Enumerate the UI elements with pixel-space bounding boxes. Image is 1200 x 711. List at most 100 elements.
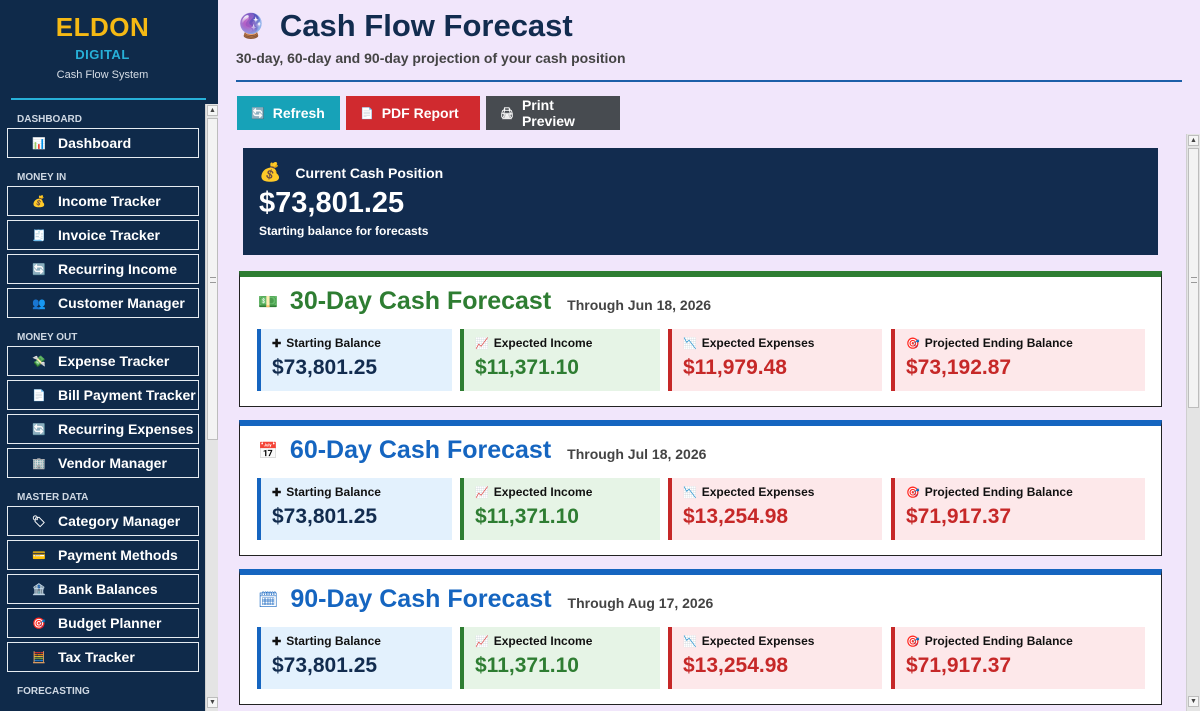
sidebar-item-bank-balances[interactable]: 🏦 Bank Balances xyxy=(7,574,199,604)
sidebar-nav: DASHBOARD 📊 Dashboard MONEY IN 💰 Income … xyxy=(0,104,205,711)
refresh-icon: 🔄 xyxy=(32,423,46,436)
metric-value: $13,254.98 xyxy=(683,654,789,677)
nav-section-money-in: MONEY IN xyxy=(17,172,67,183)
plus-icon: ✚ xyxy=(272,486,282,499)
print-preview-button[interactable]: 🖨 Print Preview xyxy=(486,96,620,130)
sidebar-item-tax-tracker[interactable]: 🧮 Tax Tracker xyxy=(7,642,199,672)
tag-icon: 🏷 xyxy=(32,515,46,528)
metric-expected-income: 📈 Expected Income $11,371.10 xyxy=(460,627,660,689)
sidebar-item-customer-manager[interactable]: 👥 Customer Manager xyxy=(7,288,199,318)
sidebar-scrollbar[interactable]: ▲ ▼ xyxy=(205,104,218,711)
metric-projected-ending: 🎯 Projected Ending Balance $71,917.37 xyxy=(891,627,1145,689)
sidebar-item-label: Category Manager xyxy=(58,513,181,529)
grip-icon xyxy=(210,277,216,283)
money-bag-icon: 💰 xyxy=(259,162,282,182)
metric-label-text: Projected Ending Balance xyxy=(924,336,1073,350)
trend-down-icon: 📉 xyxy=(683,486,697,499)
page-header: 🔮 Cash Flow Forecast 30-day, 60-day and … xyxy=(236,0,1182,82)
metric-value: $11,371.10 xyxy=(475,654,579,677)
cash-icon: 💵 xyxy=(258,293,278,311)
metric-value: $73,192.87 xyxy=(906,356,1012,379)
sidebar-item-dashboard[interactable]: 📊 Dashboard xyxy=(7,128,199,158)
sidebar-item-category-manager[interactable]: 🏷 Category Manager xyxy=(7,506,199,536)
calculator-icon: 🧮 xyxy=(32,651,46,664)
brand: ELDON DIGITAL Cash Flow System xyxy=(0,0,205,100)
pdf-report-label: PDF Report xyxy=(381,105,459,121)
metric-value: $11,979.48 xyxy=(683,356,787,379)
sidebar-item-expense-tracker[interactable]: 💸 Expense Tracker xyxy=(7,346,199,376)
forecast-title: 30-Day Cash Forecast xyxy=(289,287,552,315)
forecast-header: 💵 30-Day Cash Forecast Through Jun 18, 2… xyxy=(258,287,711,316)
metric-label-text: Projected Ending Balance xyxy=(924,485,1073,499)
sidebar-item-label: Vendor Manager xyxy=(58,455,167,471)
receipt-icon: 🧾 xyxy=(32,229,46,242)
metric-label: 📉 Expected Expenses xyxy=(683,634,882,648)
metric-value: $13,254.98 xyxy=(683,505,789,528)
sidebar-item-budget-planner[interactable]: 🎯 Budget Planner xyxy=(7,608,199,638)
print-preview-label: Print Preview xyxy=(521,97,575,129)
plus-icon: ✚ xyxy=(272,337,282,350)
sidebar-item-recurring-expenses[interactable]: 🔄 Recurring Expenses xyxy=(7,414,199,444)
pdf-report-button[interactable]: 📄 PDF Report xyxy=(346,96,480,130)
metric-label: 🎯 Projected Ending Balance xyxy=(906,634,1145,648)
sidebar-item-label: Invoice Tracker xyxy=(58,227,160,243)
metric-expected-expenses: 📉 Expected Expenses $13,254.98 xyxy=(668,478,882,540)
scroll-up-icon[interactable]: ▲ xyxy=(207,105,218,116)
brand-sub: DIGITAL xyxy=(75,47,130,62)
main-scroll-thumb[interactable] xyxy=(1188,148,1199,408)
trend-up-icon: 📈 xyxy=(475,635,489,648)
refresh-button[interactable]: 🔄 Refresh xyxy=(237,96,340,130)
forecast-date: Through Jun 18, 2026 xyxy=(567,296,712,313)
sidebar-item-bill-payment-tracker[interactable]: 📄 Bill Payment Tracker xyxy=(7,380,199,410)
metric-value: $71,917.37 xyxy=(906,505,1012,528)
forecast-card-60-day: 📅 60-Day Cash Forecast Through Jul 18, 2… xyxy=(239,420,1162,556)
metric-value: $71,917.37 xyxy=(906,654,1012,677)
sidebar-item-payment-methods[interactable]: 💳 Payment Methods xyxy=(7,540,199,570)
calendar-icon: 📅 xyxy=(258,442,278,460)
sidebar-item-label: Dashboard xyxy=(58,135,132,151)
sidebar-item-label: Recurring Expenses xyxy=(58,421,194,437)
metric-projected-ending: 🎯 Projected Ending Balance $71,917.37 xyxy=(891,478,1145,540)
sidebar-item-label: Bill Payment Tracker xyxy=(58,387,196,403)
refresh-icon: 🔄 xyxy=(251,107,265,120)
sidebar: ELDON DIGITAL Cash Flow System DASHBOARD… xyxy=(0,0,218,711)
sidebar-item-income-tracker[interactable]: 💰 Income Tracker xyxy=(7,186,199,216)
scroll-down-icon[interactable]: ▼ xyxy=(207,697,218,708)
sidebar-item-recurring-income[interactable]: 🔄 Recurring Income xyxy=(7,254,199,284)
current-cash-heading-text: Current Cash Position xyxy=(295,164,444,181)
metric-starting-balance: ✚ Starting Balance $73,801.25 xyxy=(257,329,452,391)
bar-chart-icon: 📊 xyxy=(32,137,46,150)
credit-card-icon: 💳 xyxy=(32,549,46,562)
printer-icon: 🖨 xyxy=(500,107,514,120)
metric-value: $11,371.10 xyxy=(475,505,579,528)
trend-down-icon: 📉 xyxy=(683,337,697,350)
metric-label: ✚ Starting Balance xyxy=(272,485,452,499)
scroll-up-icon[interactable]: ▲ xyxy=(1188,135,1199,146)
scroll-down-icon[interactable]: ▼ xyxy=(1188,696,1199,707)
sidebar-item-label: Expense Tracker xyxy=(58,353,170,369)
toolbar: 🔄 Refresh 📄 PDF Report 🖨 Print Preview xyxy=(237,96,620,130)
forecast-metrics: ✚ Starting Balance $73,801.25 📈 Expected I… xyxy=(257,627,1145,689)
trend-down-icon: 📉 xyxy=(683,635,697,648)
metric-expected-income: 📈 Expected Income $11,371.10 xyxy=(460,478,660,540)
page-title-text: Cash Flow Forecast xyxy=(279,8,573,43)
nav-section-master-data: MASTER DATA xyxy=(17,492,89,503)
document-icon: 📄 xyxy=(32,389,46,402)
metric-label-text: Starting Balance xyxy=(286,634,381,648)
sidebar-item-label: Customer Manager xyxy=(58,295,185,311)
sidebar-item-invoice-tracker[interactable]: 🧾 Invoice Tracker xyxy=(7,220,199,250)
current-cash-heading: 💰 Current Cash Position xyxy=(259,162,1142,183)
forecast-title: 60-Day Cash Forecast xyxy=(289,436,552,464)
brand-tagline: Cash Flow System xyxy=(56,69,149,81)
sidebar-scroll-thumb[interactable] xyxy=(207,118,218,440)
metric-starting-balance: ✚ Starting Balance $73,801.25 xyxy=(257,627,452,689)
current-cash-amount: $73,801.25 xyxy=(259,187,405,219)
forecast-metrics: ✚ Starting Balance $73,801.25 📈 Expected I… xyxy=(257,478,1145,540)
forecast-header: 📅 60-Day Cash Forecast Through Jul 18, 2… xyxy=(258,436,706,465)
metric-label: 🎯 Projected Ending Balance xyxy=(906,336,1145,350)
forecast-date: Through Jul 18, 2026 xyxy=(567,445,707,462)
forecast-card-30-day: 💵 30-Day Cash Forecast Through Jun 18, 2… xyxy=(239,271,1162,407)
metric-label-text: Expected Income xyxy=(493,485,593,499)
main-scrollbar[interactable]: ▲ ▼ xyxy=(1186,134,1200,711)
sidebar-item-vendor-manager[interactable]: 🏢 Vendor Manager xyxy=(7,448,199,478)
